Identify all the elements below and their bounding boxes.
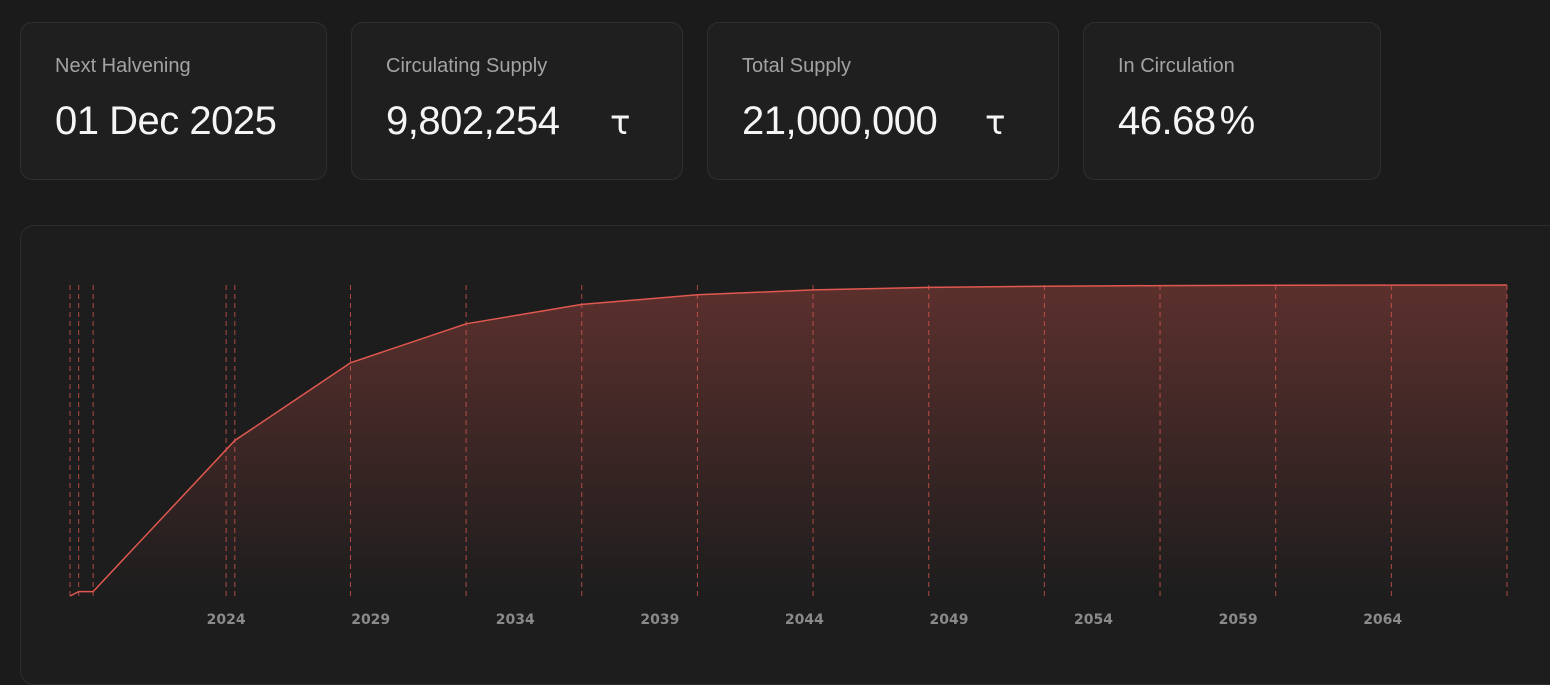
total-supply-card: Total Supply 21,000,000 τ <box>707 22 1059 180</box>
x-tick-label: 2029 <box>351 612 390 628</box>
circulating-supply-label: Circulating Supply <box>386 55 548 77</box>
supply-area <box>70 285 1507 596</box>
in-circulation-value: 46.68% <box>1118 99 1255 144</box>
in-circulation-number: 46.68 <box>1118 99 1216 143</box>
next-halvening-label: Next Halvening <box>55 55 191 77</box>
circulating-supply-value: 9,802,254 <box>386 99 560 143</box>
tao-symbol-icon: τ <box>610 103 631 143</box>
supply-line <box>69 284 1508 597</box>
x-tick-label: 2024 <box>207 612 246 628</box>
x-tick-label: 2054 <box>1074 612 1113 628</box>
supply-chart-panel: 2024 2029 2034 2039 2044 2049 2054 2059 2064 <box>20 225 1550 685</box>
x-tick-label: 2039 <box>640 612 679 628</box>
x-tick-label: 2059 <box>1219 612 1258 628</box>
total-supply-label: Total Supply <box>742 55 851 77</box>
circulating-supply-card: Circulating Supply 9,802,254 τ <box>351 22 683 180</box>
x-tick-label: 2034 <box>496 612 535 628</box>
x-tick-label: 2049 <box>929 612 968 628</box>
next-halvening-value: 01 Dec 2025 <box>55 99 277 143</box>
total-supply-value: 21,000,000 <box>742 99 938 143</box>
next-halvening-card: Next Halvening 01 Dec 2025 <box>20 22 327 180</box>
in-circulation-label: In Circulation <box>1118 55 1235 77</box>
x-tick-label: 2064 <box>1363 612 1402 628</box>
x-axis-ticks: 2024 2029 2034 2039 2044 2049 2054 2059 2064 <box>207 612 1403 628</box>
tao-symbol-icon: τ <box>985 103 1006 143</box>
supply-chart[interactable]: 2024 2029 2034 2039 2044 2049 2054 2059 2064 <box>21 226 1550 658</box>
x-tick-label: 2044 <box>785 612 824 628</box>
percent-sign: % <box>1219 99 1256 143</box>
in-circulation-card: In Circulation 46.68% <box>1083 22 1381 180</box>
